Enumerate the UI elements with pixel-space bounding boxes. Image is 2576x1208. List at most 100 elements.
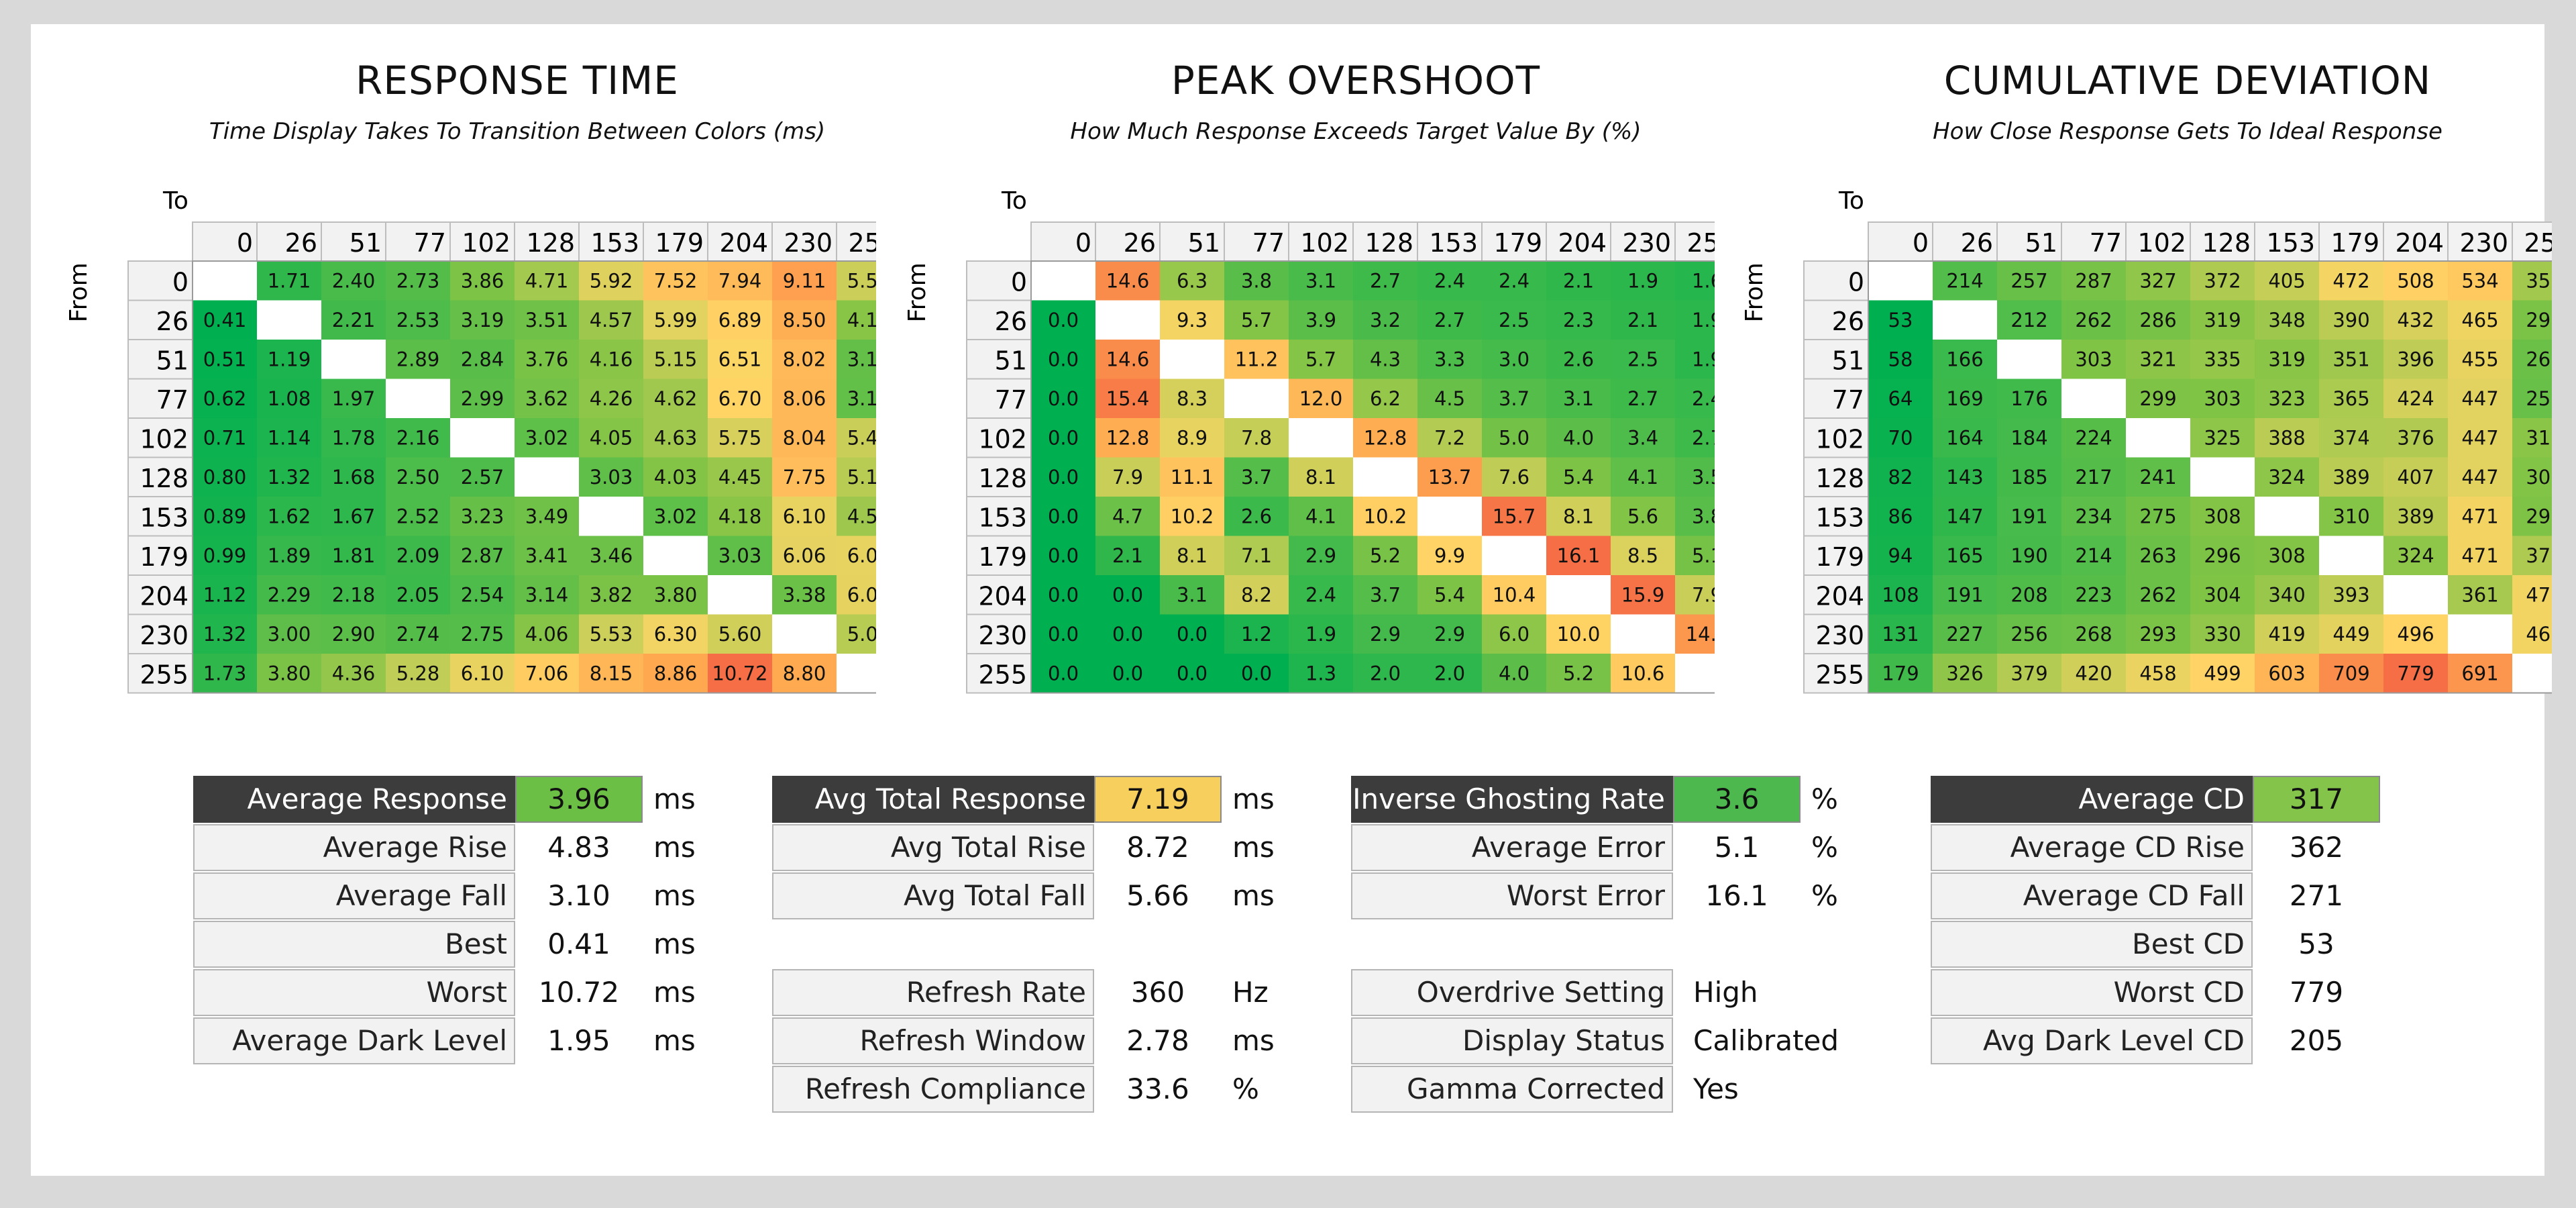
heatmap-cell (257, 614, 321, 654)
row-header-cell (127, 574, 193, 615)
heatmap-value: 5.51 (847, 269, 876, 292)
heatmap-value: 472 (2332, 269, 2369, 292)
heatmap-cell (1095, 575, 1160, 615)
refresh-rate-label: Refresh Rate (772, 969, 1094, 1016)
heatmap-cell (1031, 575, 1095, 615)
heatmap-value: 4.1 (1627, 466, 1658, 489)
heatmap-value: 0.80 (203, 466, 247, 489)
heatmap-value: 4.36 (332, 662, 376, 685)
heatmap-cell (1160, 379, 1224, 418)
heatmap-value: 393 (2332, 583, 2369, 606)
heatmap-value: 2.6 (1241, 505, 1272, 527)
heatmap-cell (643, 300, 708, 340)
heatmap-value: 1.32 (203, 623, 247, 646)
heatmap-value: 4.06 (525, 623, 569, 646)
heatmap-cell (708, 575, 772, 615)
heatmap-cell (643, 536, 708, 575)
heatmap-cell (2448, 379, 2512, 418)
row-header-label: 179 (140, 542, 189, 572)
heatmap-cell (1611, 457, 1675, 497)
heatmap-value: 388 (2268, 426, 2305, 449)
heatmap-cell (1675, 497, 1715, 536)
heatmap-cell (579, 654, 643, 693)
average-response-unit: ms (653, 783, 696, 815)
heatmap-cell (1095, 300, 1160, 340)
best-cd-value: 53 (2298, 927, 2334, 960)
heatmap-cell (2190, 418, 2255, 458)
heatmap-value: 351 (2332, 348, 2369, 370)
heatmap-cell (2383, 536, 2448, 575)
heatmap-value: 3.7 (1499, 387, 1529, 410)
avg-total-response-unit: ms (1232, 783, 1275, 815)
heatmap-cell (1675, 418, 1715, 458)
heatmap-value: 16.1 (1557, 544, 1601, 567)
heatmap-value: 335 (2204, 348, 2241, 370)
heatmap-cell (1675, 575, 1715, 615)
row-header-cell (127, 653, 193, 694)
heatmap-value: 4.05 (590, 426, 633, 449)
heatmap-cell (2126, 418, 2190, 458)
heatmap-cell (1353, 261, 1417, 301)
heatmap-cell (515, 614, 579, 654)
heatmap-cell (579, 614, 643, 654)
heatmap-cell (2061, 575, 2126, 615)
heatmap-cell (1675, 340, 1715, 379)
heatmap-value: 3.51 (525, 309, 569, 332)
row-header-label: 0 (1848, 268, 1864, 297)
column-header-cell (256, 221, 322, 262)
heatmap-value: 9.9 (1434, 544, 1465, 567)
cumulative-deviation-heatmap: To From 0 26 51 77 102 128 153 179 204 230 255 0 26 51 7… (1741, 187, 2552, 694)
heatmap-cell (1611, 379, 1675, 418)
heatmap-value: 499 (2204, 662, 2241, 685)
heatmap-cell (2448, 300, 2512, 340)
heatmap-cell (1868, 575, 1933, 615)
heatmap-cell (643, 379, 708, 418)
heatmap-value: 7.6 (1499, 466, 1529, 489)
heatmap-cell (2448, 497, 2512, 536)
heatmap-cell (2319, 536, 2383, 575)
heatmap-cell (1224, 536, 1289, 575)
heatmap-value: 94 (1888, 544, 1913, 567)
row-header-label: 51 (995, 346, 1027, 376)
heatmap-cell (2190, 300, 2255, 340)
average-error-value: 5.1 (1714, 831, 1760, 864)
heatmap-value: 432 (2397, 309, 2434, 332)
heatmap-cell (1933, 418, 1997, 458)
heatmap-cell (1611, 497, 1675, 536)
heatmap-cell (1289, 379, 1353, 418)
heatmap-value: 4.3 (1370, 348, 1401, 370)
heatmap-value: 8.9 (1177, 426, 1208, 449)
heatmap-cell (579, 300, 643, 340)
heatmap-cell (2255, 340, 2319, 379)
heatmap-value: 1.97 (332, 387, 376, 410)
heatmap-cell (386, 379, 450, 418)
average-fall-unit: ms (653, 879, 696, 912)
heatmap-value: 0.0 (1048, 623, 1079, 646)
heatmap-cell (837, 536, 876, 575)
heatmap-value: 691 (2461, 662, 2498, 685)
heatmap-value: 3.7 (1241, 466, 1272, 489)
heatmap-value: 330 (2204, 623, 2241, 646)
heatmap-cell (1997, 340, 2061, 379)
column-header-label: 0 (1913, 228, 1929, 258)
heatmap-value: 3.82 (590, 583, 633, 606)
heatmap-cell (2126, 536, 2190, 575)
heatmap-cell (1868, 300, 1933, 340)
heatmap-value: 2.5 (1499, 309, 1529, 332)
heatmap-cell (257, 536, 321, 575)
heatmap-value: 217 (2075, 466, 2112, 489)
heatmap-value: 0.0 (1048, 662, 1079, 685)
heatmap-value: 3.03 (590, 466, 633, 489)
avg-dark-level-cd-value: 205 (2289, 1024, 2344, 1057)
heatmap-cell (386, 418, 450, 458)
average-error-unit: % (1811, 831, 1838, 864)
column-header-label: 77 (1252, 228, 1285, 258)
heatmap-cell (1031, 379, 1095, 418)
avg-total-rise-label: Avg Total Rise (772, 824, 1094, 871)
heatmap-value: 262 (2526, 348, 2552, 370)
heatmap-value: 3.38 (783, 583, 826, 606)
heatmap-cell (1031, 457, 1095, 497)
heatmap-cell (257, 261, 321, 301)
heatmap-value: 3.8 (1241, 269, 1272, 292)
average-error-label: Average Error (1351, 824, 1673, 871)
